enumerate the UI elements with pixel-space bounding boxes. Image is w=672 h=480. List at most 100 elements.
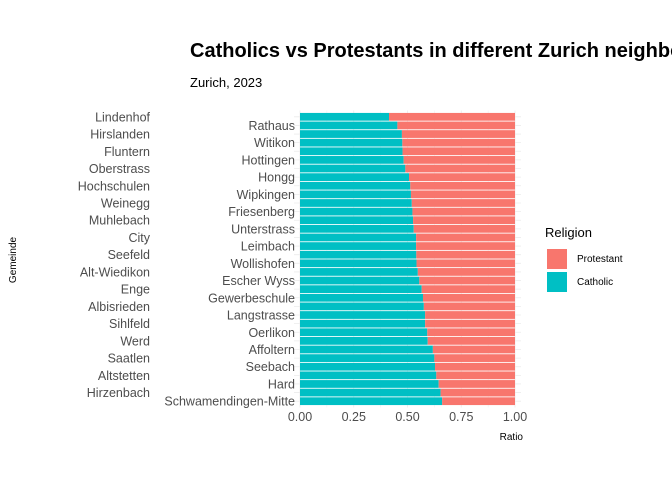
bar-catholic [300, 181, 411, 190]
bar-catholic [300, 388, 441, 397]
bar-protestant [416, 242, 515, 250]
x-axis-label: Ratio [500, 432, 524, 443]
bar-protestant [419, 276, 515, 285]
y-tick-label: Langstrasse [227, 309, 295, 323]
y-tick-label: Affoltern [249, 343, 295, 357]
legend-key-protestant [547, 249, 567, 269]
bars [300, 112, 515, 406]
chart-title: Catholics vs Protestants in different Zu… [190, 40, 672, 62]
bar-protestant [427, 336, 515, 345]
bar-catholic [300, 293, 423, 302]
bar-protestant [434, 354, 515, 362]
bar-protestant [403, 156, 515, 164]
y-tick-label: Hongg [258, 171, 295, 185]
bar-catholic [300, 138, 403, 147]
x-tick-label: 0.75 [449, 410, 473, 424]
bar-protestant [442, 397, 515, 406]
bar-catholic [300, 199, 412, 207]
y-tick-label: Gewerbeschule [208, 291, 295, 305]
y-tick-label: Seebach [246, 360, 295, 374]
legend-title: Religion [545, 225, 592, 240]
x-tick-label: 1.00 [503, 410, 527, 424]
y-tick-label: Escher Wyss [222, 274, 295, 288]
bar-catholic [300, 285, 422, 294]
y-tick-label: Schwamendingen-Mitte [164, 395, 295, 409]
bar-catholic [300, 302, 424, 311]
bar-protestant [436, 371, 515, 380]
bar-catholic [300, 216, 414, 225]
bar-protestant [412, 207, 515, 216]
bar-protestant [401, 130, 515, 138]
bar-protestant [421, 285, 515, 294]
bar-catholic [300, 311, 426, 319]
bar-catholic [300, 268, 418, 276]
bar-catholic [300, 224, 414, 233]
bar-protestant [432, 345, 515, 354]
bar-catholic [300, 173, 410, 182]
bar-catholic [300, 319, 426, 328]
bar-protestant [416, 259, 515, 268]
y-tick-label: Sihlfeld [109, 317, 150, 331]
bar-protestant [438, 380, 515, 388]
bar-catholic [300, 233, 417, 242]
y-tick-label: Witikon [254, 136, 295, 150]
bar-catholic [300, 130, 402, 138]
bar-catholic [300, 362, 436, 371]
bar-protestant [427, 328, 515, 337]
x-tick-labels: 0.00 0.25 0.50 0.75 1.00 [288, 410, 527, 424]
legend-key-catholic [547, 272, 567, 292]
bar-catholic [300, 397, 443, 406]
bar-catholic [300, 328, 428, 337]
bar-catholic [300, 380, 439, 388]
y-tick-label: Werd [120, 334, 150, 348]
y-tick-label: Muhlebach [89, 214, 150, 228]
y-tick-label: Enge [121, 283, 150, 297]
y-tick-label: Lindenhof [95, 110, 150, 124]
bar-catholic [300, 345, 433, 354]
chart-subtitle: Zurich, 2023 [190, 75, 262, 90]
y-tick-label: Seefeld [108, 248, 150, 262]
y-tick-label: Hirslanden [90, 128, 150, 142]
bar-protestant [410, 181, 515, 190]
bar-protestant [397, 121, 515, 130]
bar-protestant [402, 138, 515, 147]
bar-protestant [435, 362, 515, 371]
y-tick-label: Wipkingen [237, 188, 295, 202]
bar-protestant [410, 190, 515, 199]
bar-catholic [300, 250, 417, 259]
y-tick-label: Oberstrass [89, 162, 150, 176]
bar-protestant [409, 173, 515, 182]
legend-label-catholic: Catholic [577, 277, 613, 288]
y-tick-label: Wollishofen [231, 257, 295, 271]
bar-protestant [422, 293, 515, 302]
bar-protestant [416, 233, 515, 242]
y-tick-label: Leimbach [241, 240, 295, 254]
y-tick-label: City [128, 231, 150, 245]
legend: Religion Protestant Catholic [545, 225, 623, 292]
y-tick-label: Oerlikon [248, 326, 295, 340]
x-tick-label: 0.00 [288, 410, 312, 424]
y-axis-label: Gemeinde [8, 236, 19, 283]
legend-label-protestant: Protestant [577, 254, 623, 265]
x-tick-label: 0.50 [395, 410, 419, 424]
y-tick-label: Weinegg [101, 196, 150, 210]
y-tick-labels: Lindenhof Rathaus Hirslanden Witikon Flunter… [78, 110, 295, 408]
bar-protestant [440, 388, 515, 397]
bar-catholic [300, 354, 435, 362]
bar-catholic [300, 207, 413, 216]
bar-catholic [300, 336, 428, 345]
bar-catholic [300, 259, 417, 268]
bar-catholic [300, 147, 403, 156]
x-tick-label: 0.25 [342, 410, 366, 424]
y-tick-label: Fluntern [104, 145, 150, 159]
y-tick-label: Altstetten [98, 369, 150, 383]
y-tick-label: Friesenberg [228, 205, 295, 219]
bar-protestant [405, 164, 515, 173]
bar-protestant [425, 319, 515, 328]
bar-protestant [416, 250, 515, 259]
y-tick-label: Hottingen [241, 153, 295, 167]
y-tick-label: Rathaus [248, 119, 295, 133]
bar-protestant [413, 224, 515, 233]
bar-catholic [300, 371, 437, 380]
